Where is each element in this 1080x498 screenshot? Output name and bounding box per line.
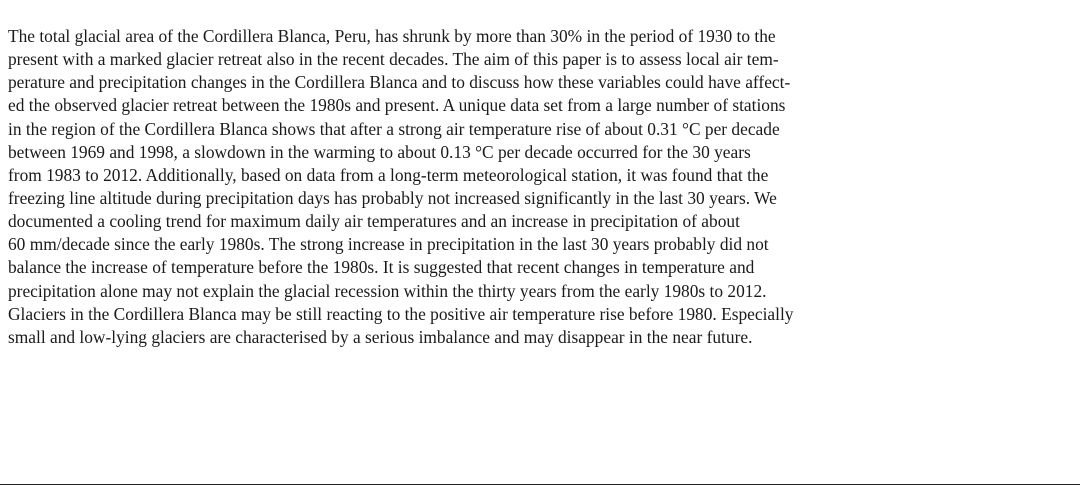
abstract-paragraph: The total glacial area of the Cordillera… — [8, 25, 1073, 349]
abstract-line-13: Glaciers in the Cordillera Blanca may be… — [8, 303, 794, 324]
section-divider-rule — [0, 484, 1080, 485]
abstract-line-1: The total glacial area of the Cordillera… — [8, 26, 776, 46]
abstract-line-14: small and low-lying glaciers are charact… — [8, 326, 753, 347]
abstract-line-6: between 1969 and 1998, a slowdown in the… — [8, 141, 751, 162]
abstract-line-4: ed the observed glacier retreat between … — [8, 95, 786, 116]
abstract-line-2: present with a marked glacier retreat al… — [8, 49, 779, 70]
abstract-line-5: in the region of the Cordillera Blanca s… — [8, 118, 780, 139]
abstract-line-12: precipitation alone may not explain the … — [8, 280, 767, 301]
abstract-line-7: from 1983 to 2012. Additionally, based o… — [8, 164, 769, 185]
abstract-line-8: freezing line altitude during precipitat… — [8, 187, 777, 208]
abstract-line-9: documented a cooling trend for maximum d… — [8, 211, 740, 232]
abstract-line-3: perature and precipitation changes in th… — [8, 72, 791, 93]
abstract-line-11: balance the increase of temperature befo… — [8, 257, 755, 278]
abstract-line-10: 60 mm/decade since the early 1980s. The … — [8, 234, 769, 255]
